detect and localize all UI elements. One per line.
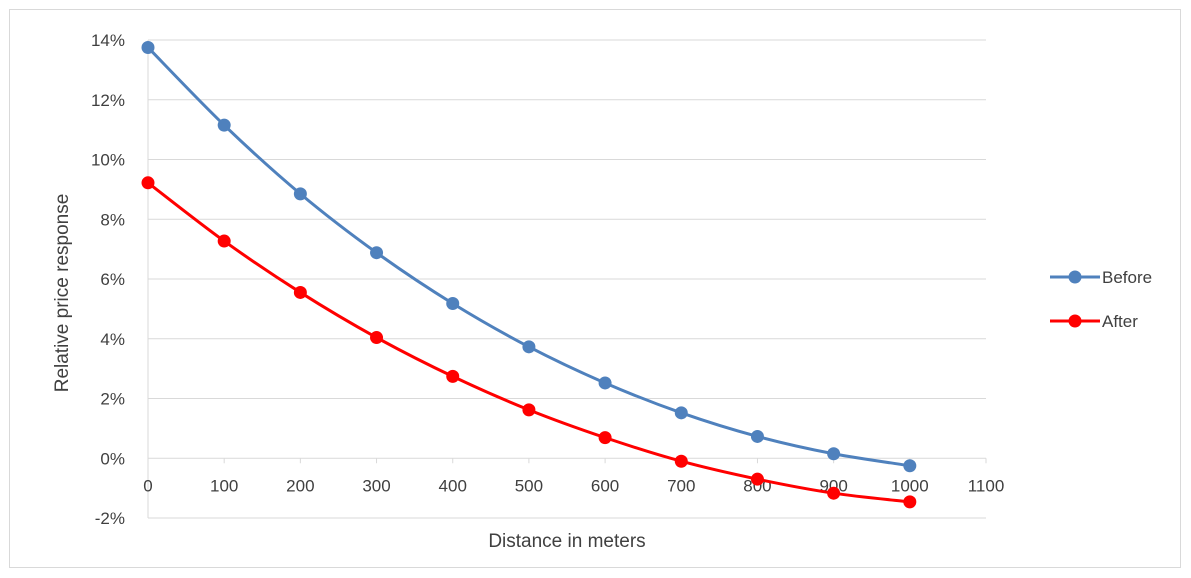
data-point-after [141,176,155,190]
x-tick-label: 0 [143,476,152,495]
y-tick-label: 4% [100,330,125,349]
y-tick-labels: -2% 0% 2% 4% 6% 8% 10% 12% 14% [91,31,125,528]
data-point-after [446,369,460,383]
data-point-after [827,486,841,500]
x-tick-label: 500 [515,476,543,495]
y-tick-label: 2% [100,390,125,409]
y-axis-title: Relative price response [52,194,73,393]
x-tick-label: 200 [286,476,314,495]
data-point-before [903,459,917,473]
data-point-before [217,118,231,132]
y-tick-label: 12% [91,91,125,110]
y-tick-label: -2% [95,509,125,528]
y-tick-label: 8% [100,210,125,229]
data-point-before [370,246,384,260]
legend-label-after: After [1102,312,1138,331]
x-tick-label: 700 [667,476,695,495]
y-tick-label: 14% [91,31,125,50]
data-point-before [293,187,307,201]
legend-marker-before [1068,270,1082,284]
data-point-before [750,429,764,443]
data-point-after [217,234,231,248]
data-point-after [370,331,384,345]
x-tick-label: 900 [819,476,847,495]
data-point-after [674,454,688,468]
data-point-after [903,495,917,509]
series-line-after [147,181,910,504]
legend-label-before: Before [1102,268,1152,287]
data-point-before [141,40,155,54]
series-group [141,40,917,509]
x-tick-label: 1100 [968,476,1005,495]
y-tick-label: 0% [100,449,125,468]
x-tick-label: 600 [591,476,619,495]
data-point-before [598,376,612,390]
data-point-after [598,431,612,445]
data-point-after [750,472,764,486]
legend: Before After [1050,268,1152,331]
x-tick-label: 300 [362,476,390,495]
data-point-before [827,447,841,461]
data-point-after [293,285,307,299]
data-point-after [522,403,536,417]
y-tick-label: 6% [100,270,125,289]
axes [147,40,987,518]
x-axis-title: Distance in meters [488,531,645,552]
chart-frame [9,9,1181,568]
data-point-before [446,296,460,310]
y-tick-label: 10% [91,151,125,170]
gridlines [148,39,986,519]
data-point-before [522,340,536,354]
series-line-before [146,46,911,468]
legend-marker-after [1068,314,1082,328]
x-tick-labels: 0 100 200 300 400 500 600 700 800 900 1000 1100 [143,476,1004,495]
x-tick-label: 400 [439,476,467,495]
x-tick-label: 1000 [891,476,929,495]
data-point-before [674,406,688,420]
x-tick-label: 100 [210,476,238,495]
